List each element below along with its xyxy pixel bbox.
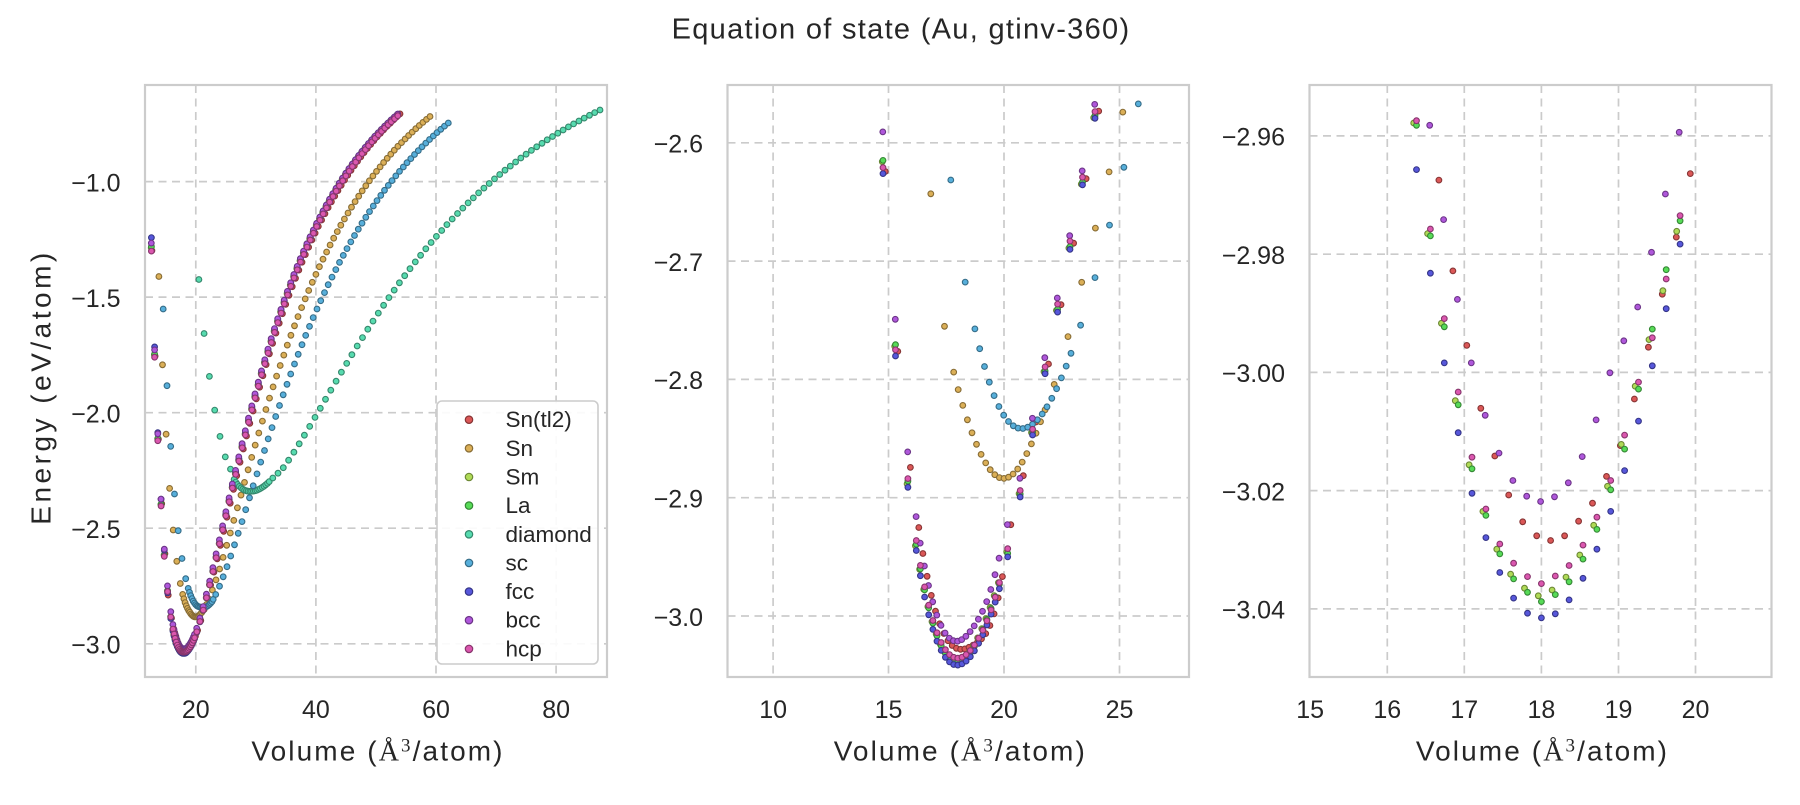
svg-text:−3.04: −3.04 [1222,597,1285,625]
svg-text:25: 25 [1106,696,1134,724]
svg-text:−1.5: −1.5 [71,285,120,313]
svg-text:Sm: Sm [506,465,540,490]
svg-text:−2.9: −2.9 [654,486,703,514]
svg-text:fcc: fcc [506,579,535,604]
svg-text:16: 16 [1373,696,1401,724]
svg-text:Energy (eV/atom): Energy (eV/atom) [26,249,57,524]
svg-text:19: 19 [1605,696,1633,724]
svg-text:20: 20 [1682,696,1710,724]
svg-text:18: 18 [1527,696,1555,724]
svg-text:Volume (Å3/atom): Volume (Å3/atom) [834,736,1087,768]
svg-text:15: 15 [1296,696,1324,724]
svg-text:−2.5: −2.5 [71,516,120,544]
svg-text:10: 10 [759,696,787,724]
svg-text:40: 40 [302,696,330,724]
svg-text:hcp: hcp [506,636,542,661]
svg-text:17: 17 [1450,696,1478,724]
svg-text:bcc: bcc [506,608,541,633]
svg-text:Equation of state (Au, gtinv-3: Equation of state (Au, gtinv-360) [672,14,1131,46]
svg-text:−3.0: −3.0 [654,604,703,632]
svg-text:20: 20 [182,696,210,724]
svg-text:−2.8: −2.8 [654,367,703,395]
svg-text:−2.0: −2.0 [71,401,120,429]
svg-text:Volume (Å3/atom): Volume (Å3/atom) [251,736,504,768]
svg-text:Volume (Å3/atom): Volume (Å3/atom) [1416,736,1669,768]
svg-text:diamond: diamond [506,522,592,547]
svg-text:15: 15 [875,696,903,724]
svg-text:−2.7: −2.7 [654,249,703,277]
svg-text:sc: sc [506,550,529,575]
svg-text:Sn(tl2): Sn(tl2) [506,407,572,432]
svg-text:80: 80 [542,696,570,724]
svg-text:−3.0: −3.0 [71,632,120,660]
svg-text:−2.96: −2.96 [1222,124,1285,152]
svg-text:20: 20 [990,696,1018,724]
svg-text:60: 60 [422,696,450,724]
svg-text:−1.0: −1.0 [71,169,120,197]
svg-text:La: La [506,493,532,518]
svg-text:Sn: Sn [506,436,534,461]
svg-text:−3.02: −3.02 [1222,478,1285,506]
svg-text:−3.00: −3.00 [1222,360,1285,388]
svg-text:−2.6: −2.6 [654,131,703,159]
svg-text:−2.98: −2.98 [1222,242,1285,270]
